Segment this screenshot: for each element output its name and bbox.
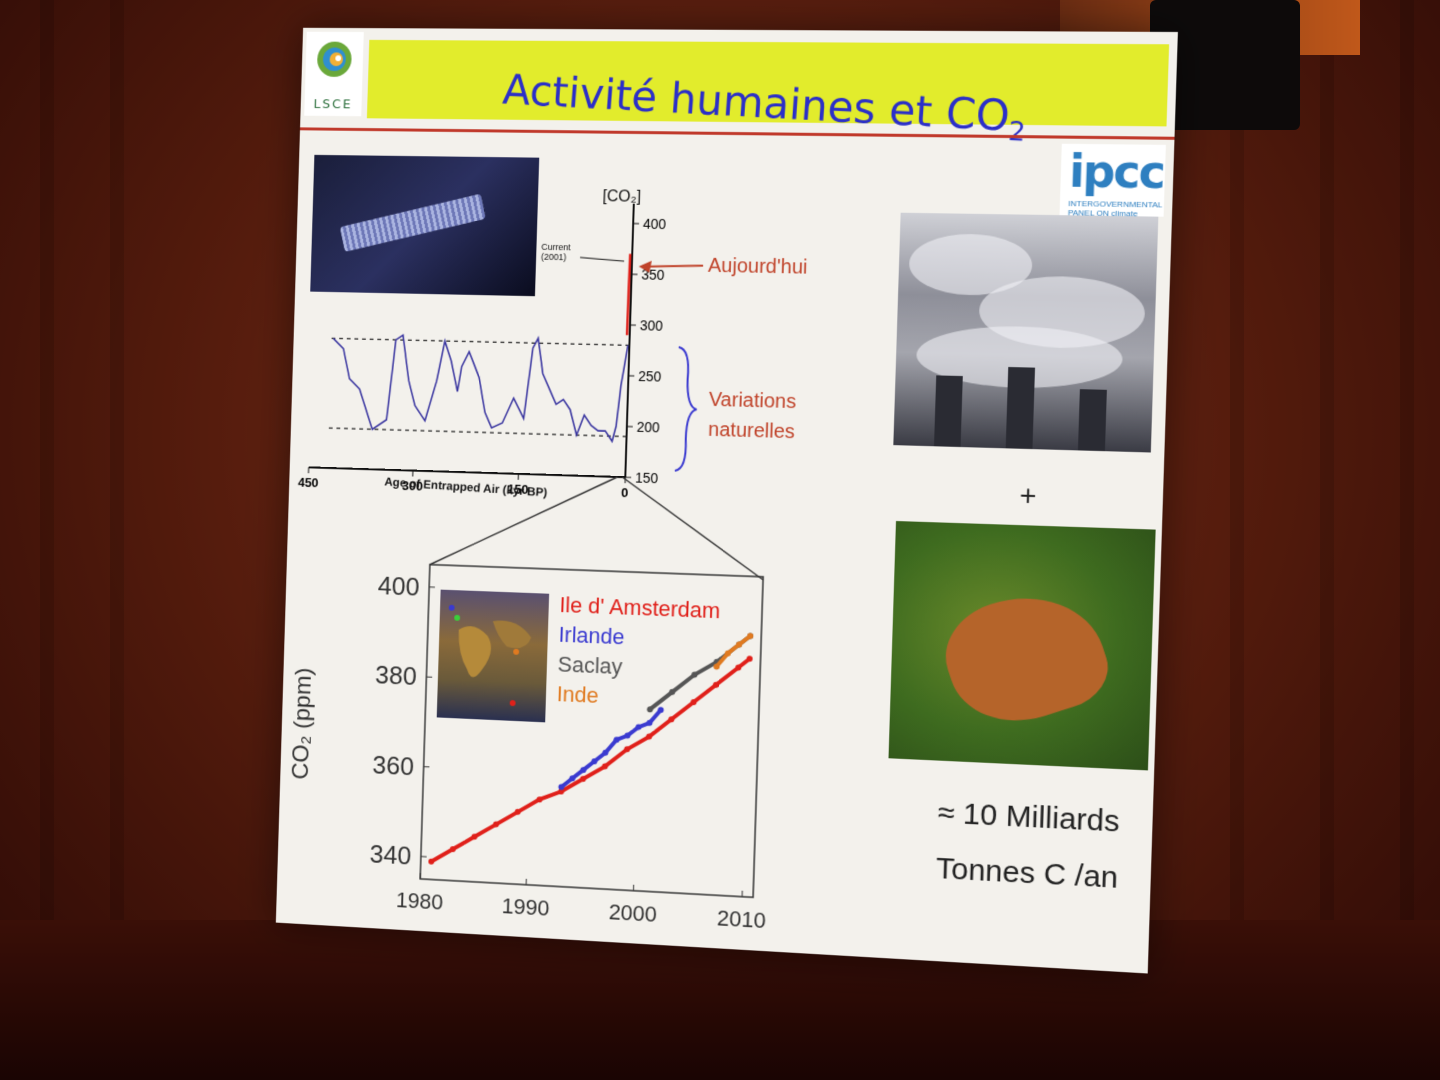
station-series-line [561, 706, 660, 792]
x-tick-label: 1980 [396, 887, 444, 915]
modern-y-axis-label: CO₂ (ppm) [288, 667, 318, 780]
x-tick-label: 2010 [717, 905, 767, 933]
y-tick-label: 360 [372, 751, 414, 781]
modern-co2-chart: 340 360 380 400 1980 1990 2000 2010 [276, 28, 1178, 974]
y-tick-label: 340 [369, 841, 411, 871]
projected-slide: LSCE Activité humaines et CO2 ipcc INTER… [276, 28, 1178, 974]
y-tick-label: 400 [378, 572, 420, 601]
x-tick-label: 2000 [608, 899, 657, 927]
curtain-fold [1320, 0, 1334, 1080]
curtain-fold [1230, 0, 1244, 1080]
curtain-fold [1400, 0, 1414, 1080]
plot-frame [420, 565, 763, 898]
station-series-line [650, 632, 750, 714]
x-tick-label: 1990 [501, 893, 549, 921]
y-tick-label: 380 [375, 662, 417, 692]
curtain-fold [40, 0, 54, 1080]
curtain-fold [110, 0, 124, 1080]
